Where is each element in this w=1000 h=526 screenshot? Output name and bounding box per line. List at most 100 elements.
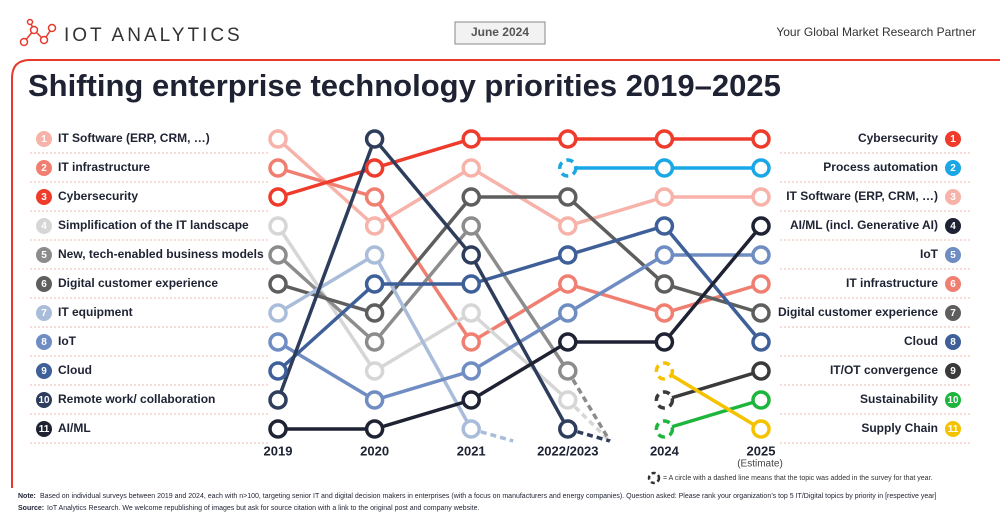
right-label: Process automation xyxy=(823,160,938,174)
rank-marker xyxy=(654,303,675,323)
x-tick-label: 2025 xyxy=(747,443,776,458)
left-label: Cloud xyxy=(58,363,92,377)
x-tick-label: 2024 xyxy=(650,443,680,458)
chart-title: Shifting enterprise technology prioritie… xyxy=(28,68,781,103)
rank-marker xyxy=(461,303,481,323)
rank-marker xyxy=(751,187,771,207)
right-badge-number: 1 xyxy=(950,134,956,145)
source-label: Source: xyxy=(18,505,44,512)
right-badge-number: 7 xyxy=(950,308,956,319)
rank-marker xyxy=(654,158,675,178)
rank-marker xyxy=(558,361,578,381)
legend-text: = A circle with a dashed line means that… xyxy=(663,475,933,482)
series-line xyxy=(663,369,762,431)
rank-marker xyxy=(558,216,578,236)
rank-marker xyxy=(461,245,481,265)
left-label: New, tech-enabled business models xyxy=(58,247,264,261)
rank-marker xyxy=(268,390,288,410)
date-box xyxy=(454,21,546,45)
left-label: AI/ML xyxy=(58,421,91,435)
left-badge-number: 7 xyxy=(41,308,47,319)
right-badge-number: 3 xyxy=(950,192,956,203)
left-label: Remote work/ collaboration xyxy=(58,392,215,406)
rank-marker xyxy=(558,390,578,410)
x-tick-label: 2022/2023 xyxy=(537,443,598,458)
rank-marker xyxy=(364,129,385,149)
right-badge xyxy=(945,305,961,321)
note: Based on individual surveys between 2019… xyxy=(40,493,936,500)
left-badge xyxy=(36,218,52,234)
right-badge xyxy=(945,392,961,408)
right-badge-number: 6 xyxy=(950,279,956,290)
right-badge-number: 11 xyxy=(948,424,959,435)
rank-marker xyxy=(364,158,385,178)
rank-marker xyxy=(268,303,288,323)
rank-marker xyxy=(654,361,675,381)
rank-marker xyxy=(364,274,385,294)
rank-marker xyxy=(751,419,771,439)
left-badge-number: 2 xyxy=(41,163,47,174)
right-badge-number: 8 xyxy=(950,337,956,348)
left-label: IT Software (ERP, CRM, …) xyxy=(58,131,210,145)
rank-marker xyxy=(461,216,481,236)
right-label: Cybersecurity xyxy=(858,131,938,145)
x-tick-label: 2020 xyxy=(360,443,389,458)
left-badge xyxy=(36,421,52,437)
rank-marker xyxy=(364,303,385,323)
rank-marker xyxy=(751,303,771,323)
right-label: Digital customer experience xyxy=(778,305,938,319)
series-line xyxy=(277,137,761,199)
left-badge-number: 6 xyxy=(41,279,47,290)
rank-marker xyxy=(654,216,675,236)
rank-marker xyxy=(751,216,771,236)
right-badge xyxy=(945,131,961,147)
series-line xyxy=(276,223,763,373)
x-tick-label: 2019 xyxy=(264,443,293,458)
rank-marker xyxy=(558,303,578,323)
rank-marker xyxy=(461,187,481,207)
rank-marker xyxy=(268,274,288,294)
left-label: Simplification of the IT landscape xyxy=(58,218,249,232)
right-badge-number: 10 xyxy=(947,395,959,406)
rank-marker xyxy=(654,419,675,439)
rank-marker xyxy=(364,187,385,207)
left-badge xyxy=(36,189,52,205)
source: IoT Analytics Research. We welcome repub… xyxy=(47,505,479,512)
right-label: IT/OT convergence xyxy=(830,363,938,377)
right-badge-number: 5 xyxy=(950,250,956,261)
series-line xyxy=(663,369,762,402)
left-badge xyxy=(36,276,52,292)
series-line xyxy=(277,195,762,316)
rank-marker xyxy=(461,419,481,439)
left-badge-number: 9 xyxy=(41,366,47,377)
rank-marker xyxy=(751,158,771,178)
right-label: Supply Chain xyxy=(861,421,938,435)
right-badge xyxy=(945,421,961,437)
series-line xyxy=(277,166,762,345)
rank-marker xyxy=(558,332,578,352)
left-label: IT infrastructure xyxy=(58,160,150,174)
left-badge-number: 11 xyxy=(39,424,50,435)
rank-marker xyxy=(364,390,385,410)
right-badge xyxy=(945,334,961,350)
date: June 2024 xyxy=(471,25,529,39)
rank-marker xyxy=(654,245,675,265)
rank-marker xyxy=(461,361,481,381)
right-label: IT Software (ERP, CRM, …) xyxy=(786,189,938,203)
rank-marker xyxy=(461,332,481,352)
left-label: IoT xyxy=(58,334,77,348)
rank-marker xyxy=(654,129,675,149)
right-badge xyxy=(945,363,961,379)
left-badge-number: 4 xyxy=(41,221,47,232)
left-badge xyxy=(36,363,52,379)
right-badge xyxy=(945,276,961,292)
left-badge xyxy=(36,247,52,263)
rank-marker xyxy=(461,129,481,149)
right-label: AI/ML (incl. Generative AI) xyxy=(790,218,938,232)
rank-marker xyxy=(558,158,578,178)
rank-marker xyxy=(268,419,288,439)
left-badge xyxy=(36,160,52,176)
right-badge-number: 2 xyxy=(950,163,956,174)
rank-marker xyxy=(461,390,481,410)
